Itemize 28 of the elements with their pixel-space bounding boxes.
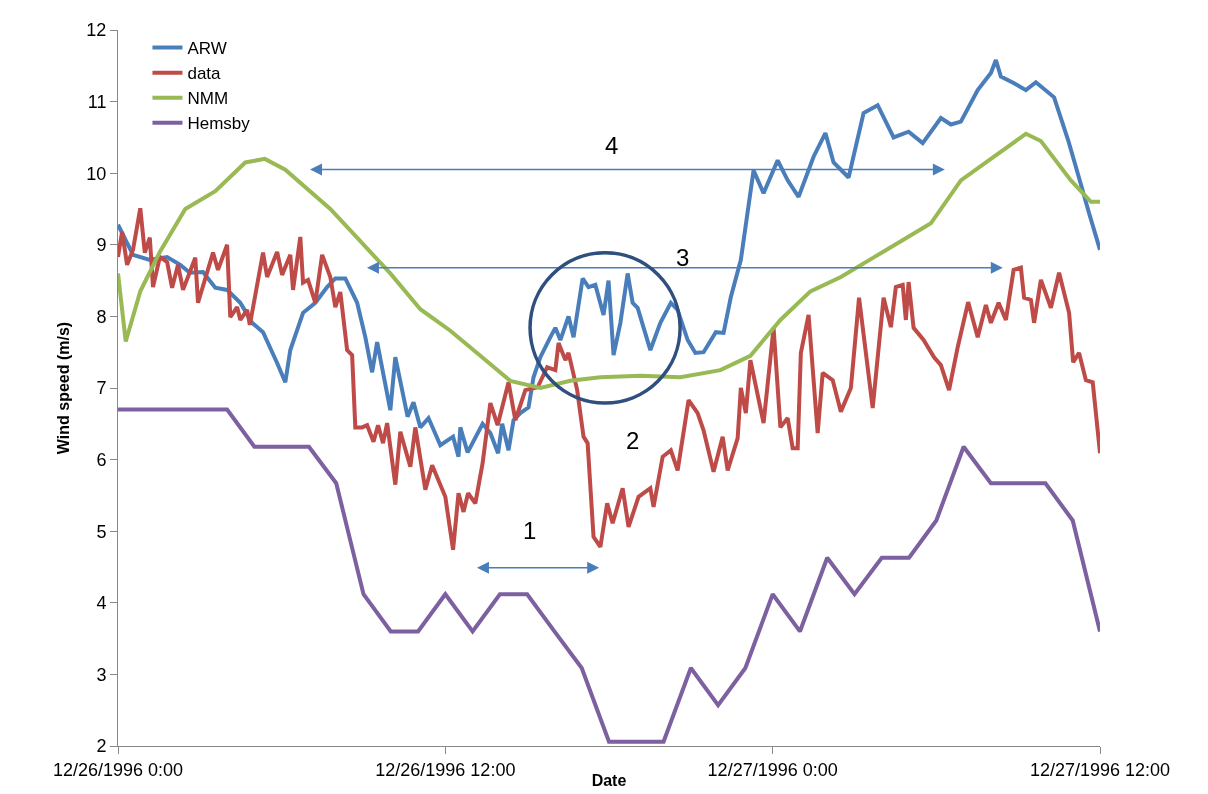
x-tick-label: 12/26/1996 12:00 [375,759,516,780]
annotation: 2 [626,427,640,454]
legend-label: NMM [187,89,229,109]
annotation: 3 [676,244,690,271]
annotation: 1 [523,517,537,544]
y-tick-label: 10 [86,163,107,184]
x-tick-label: 12/27/1996 0:00 [707,759,838,780]
line-series [118,58,1100,459]
y-tick-label: 12 [86,20,107,41]
line-series [118,206,1100,552]
x-tick-label: 12/26/1996 0:00 [52,759,184,780]
y-tick-label: 8 [96,306,107,327]
y-tick-label: 3 [96,664,107,685]
y-tick-label: 11 [87,91,107,112]
x-axis-title: Date [591,772,627,789]
annotation: 4 [605,132,619,159]
y-tick-label: 7 [96,378,107,399]
y-axis-title: Wind speed (m/s) [55,321,73,455]
y-tick-label: 4 [96,593,107,614]
y-tick-label: 9 [96,235,107,256]
x-tick-label: 12/27/1996 12:00 [1029,759,1171,780]
legend-label: ARW [187,39,227,59]
legend-label: data [187,64,222,84]
y-tick-label: 2 [96,736,107,757]
y-tick-label: 5 [96,521,107,542]
y-tick-label: 6 [96,449,107,470]
legend-label: Hemsby [187,114,251,134]
line-series [118,131,1100,390]
